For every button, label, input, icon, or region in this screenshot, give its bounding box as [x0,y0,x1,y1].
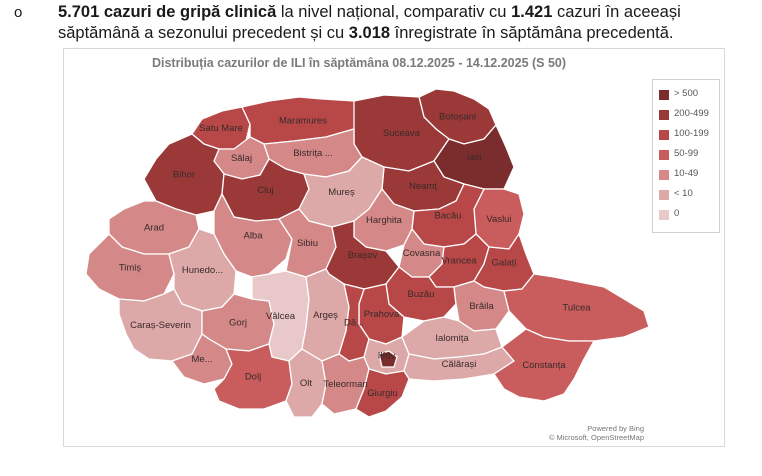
ili-map: Satu Mare Maramures Botoșani Suceava Sălaj Bi… [63,48,725,447]
legend-label: > 500 [674,88,699,99]
county-label-calarasi: Călărași [442,359,477,370]
county-braila [453,280,510,332]
county-label-arges: Argeș [313,310,338,321]
legend-swatch [659,130,669,140]
county-label-covasna: Covasna [403,248,441,259]
county-label-ilfov: Ilfov [378,351,396,362]
county-label-ialomita: Ialomița [435,333,469,344]
county-label-vrancea: Vrancea [441,256,477,267]
map-legend: > 500 200-499 100-199 50-99 10-49 < 10 0 [652,79,720,233]
map-credit: Powered by Bing © Microsoft, OpenStreetM… [549,424,644,442]
county-label-constanta: Constanța [522,360,566,371]
county-label-botosani: Botoșani [439,112,476,123]
county-label-cluj: Cluj [257,185,273,196]
romania-county-map: Satu Mare Maramures Botoșani Suceava Sălaj Bi… [85,88,650,418]
county-label-bistrita: Bistrița ... [293,148,333,159]
bullet-symbol: o [14,4,23,21]
summary-text-2: cazuri în aceeași săptămână a sezonului … [58,3,681,42]
county-label-satu-mare: Satu Mare [199,123,243,134]
county-label-gorj: Gorj [229,318,247,329]
county-label-salaj: Sălaj [231,153,252,164]
county-olt [285,348,327,418]
county-label-bacau: Bacău [435,211,462,222]
county-label-prahova: Prahova [364,309,400,320]
summary-text-3: înregistrate în săptămâna precedentă. [390,24,674,42]
county-label-dambovita: Dâ... [344,318,364,329]
credit-line-1: Powered by Bing [587,424,644,433]
county-label-arad: Arad [144,223,164,234]
legend-swatch [659,110,669,120]
previous-week-cases: 3.018 [348,24,391,42]
county-label-brasov: Brașov [348,250,378,261]
county-label-tulcea: Tulcea [562,303,591,314]
county-label-buzau: Buzău [408,289,435,300]
county-label-hunedoara: Hunedo... [182,265,223,276]
county-label-caras: Caraș-Severin [130,320,191,331]
summary-text-1: la nivel național, comparativ cu [276,3,512,21]
county-label-iasi: Iași [467,152,482,163]
county-label-maramures: Maramures [279,116,327,127]
county-label-galati: Galați [492,258,517,269]
credit-line-2: © Microsoft, OpenStreetMap [548,433,644,442]
county-label-vaslui: Vaslui [486,214,511,225]
county-label-valcea: Vâlcea [266,311,296,322]
map-title: Distribuția cazurilor de ILI în săptămân… [151,56,567,70]
legend-swatch [659,190,669,200]
summary-text: 5.701 cazuri de gripă clinică la nivel n… [58,2,754,44]
county-timis [85,233,175,302]
county-label-teleorman: Teleorman [323,379,367,390]
county-label-neamt: Neamț [409,181,437,192]
county-constanta [493,328,596,402]
county-tulcea [503,273,650,342]
legend-swatch [659,150,669,160]
county-label-alba: Alba [243,231,263,242]
county-label-mehedinti: Me... [191,354,212,365]
clinical-flu-cases: 5.701 cazuri de gripă clinică [58,3,277,21]
county-label-harghita: Harghita [366,215,403,226]
county-label-suceava: Suceava [383,128,421,139]
county-giurgiu [355,368,410,418]
legend-label: 50-99 [674,148,699,159]
legend-label: 0 [674,208,680,219]
legend-label: 100-199 [674,128,709,139]
county-label-olt: Olt [300,378,313,389]
county-label-mures: Mureș [328,187,355,198]
legend-swatch [659,170,669,180]
county-bucuresti [378,350,398,368]
county-label-sibiu: Sibiu [297,238,318,249]
county-label-dolj: Dolj [245,372,261,383]
summary-bullet: o 5.701 cazuri de gripă clinică la nivel… [14,2,754,44]
previous-season-cases: 1.421 [511,3,553,21]
county-label-timis: Timiș [119,263,142,274]
legend-label: 10-49 [674,168,699,179]
legend-swatch [659,90,669,100]
legend-label: < 10 [674,188,693,199]
county-label-braila: Brăila [469,301,494,312]
county-label-giurgiu: Giurgiu [367,388,398,399]
legend-label: 200-499 [674,108,709,119]
legend-swatch [659,210,669,220]
county-label-bihor: Bihor [173,170,195,181]
